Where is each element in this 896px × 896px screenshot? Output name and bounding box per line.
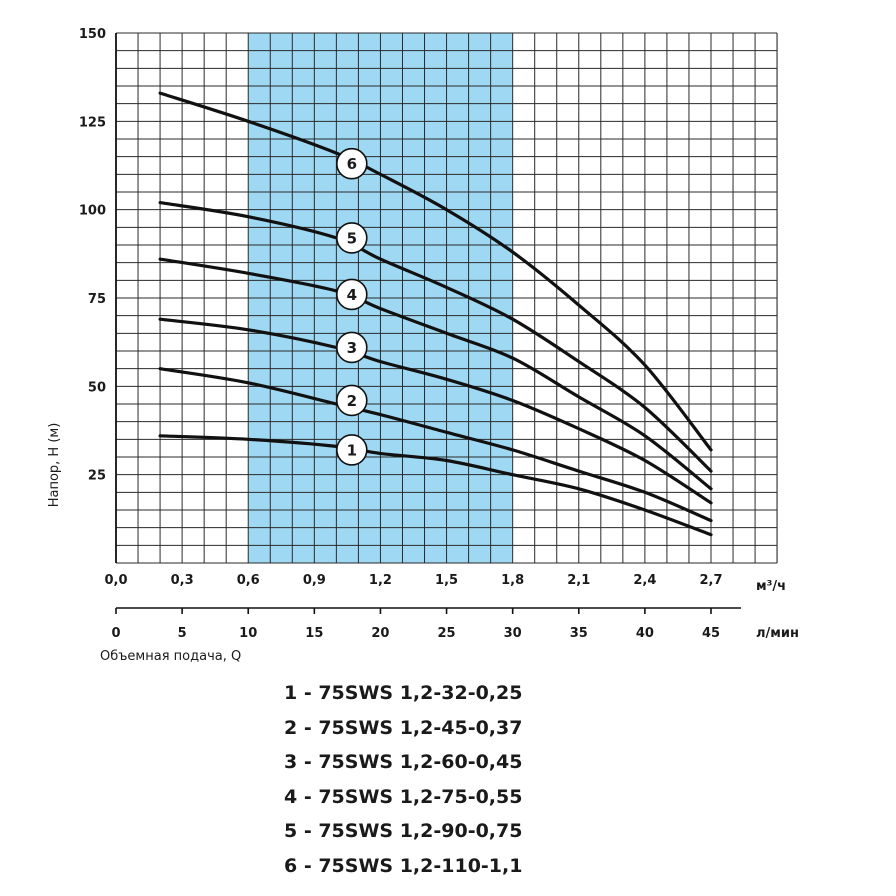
- legend-item-2: 2 - 75SWS 1,2-45-0,37: [284, 716, 523, 739]
- series-marker-5: 5: [335, 222, 368, 254]
- x-unit-m3h: м³/ч: [756, 579, 786, 594]
- y-axis-label: Напор, H (м): [47, 423, 62, 508]
- x-tick-label-m3h: 2,4: [633, 573, 656, 588]
- series-line-5: [158, 201, 713, 473]
- x-tick-label-lmin: 20: [371, 626, 389, 641]
- x-unit-lmin: л/мин: [756, 626, 799, 641]
- series-marker-label: 6: [347, 155, 357, 173]
- series-marker-circle: [335, 384, 368, 417]
- grid: [115, 32, 778, 564]
- series-marker-2: 2: [335, 384, 368, 417]
- series-lines: [158, 91, 713, 537]
- y-tick-label: 50: [88, 380, 106, 395]
- series-marker-circle: [335, 331, 368, 364]
- series-marker-1: 1: [335, 434, 368, 466]
- x-tick-label-m3h: 1,2: [369, 573, 392, 588]
- x-tick-label-m3h: 0,6: [237, 573, 260, 588]
- y-tick-labels: 25 50 75 100 125 150: [79, 27, 106, 484]
- series-marker-label: 5: [347, 229, 357, 247]
- y-tick-label: 100: [79, 204, 106, 219]
- series-marker-label: 2: [347, 392, 357, 410]
- series-marker-label: 1: [347, 441, 357, 459]
- x-axis-label: Объемная подача, Q: [100, 649, 241, 664]
- x-tick-label-m3h: 2,1: [567, 573, 590, 588]
- x-tick-label-lmin: 5: [178, 626, 187, 641]
- series-marker-3: 3: [335, 331, 368, 364]
- x-tick-label-lmin: 45: [702, 626, 720, 641]
- x-tick-label-lmin: 30: [504, 626, 522, 641]
- series-marker-circle: [335, 147, 368, 180]
- series-marker-circle: [335, 278, 368, 311]
- x-axis-lmin: 0 5 10 15 20 25 30 35 40 45: [111, 607, 741, 641]
- y-tick-label: 150: [79, 27, 106, 42]
- x-tick-label-m3h: 1,8: [501, 573, 524, 588]
- legend-item-1: 1 - 75SWS 1,2-32-0,25: [284, 682, 523, 704]
- x-tick-label-lmin: 10: [239, 626, 257, 641]
- series-line-2: [158, 367, 713, 523]
- series-line-6: [158, 91, 713, 452]
- x-tick-label-lmin: 35: [570, 626, 588, 641]
- x-tick-label-lmin: 25: [438, 626, 456, 641]
- series-line-1: [158, 434, 713, 537]
- legend: 1 - 75SWS 1,2-32-0,25 2 - 75SWS 1,2-45-0…: [284, 676, 522, 884]
- legend-item-3: 3 - 75SWS 1,2-60-0,45: [284, 751, 523, 774]
- y-tick-label: 125: [79, 115, 106, 130]
- x-tick-label-m3h: 0,9: [303, 573, 326, 588]
- series-marker-circle: [335, 434, 368, 466]
- x-tick-label-m3h: 1,5: [435, 573, 458, 588]
- x-tick-label-lmin: 40: [636, 626, 654, 641]
- legend-item-6: 6 - 75SWS 1,2-110-1,1: [284, 854, 523, 877]
- series-line-4: [158, 257, 713, 491]
- legend-item-4: 4 - 75SWS 1,2-75-0,55: [284, 785, 523, 808]
- x-axis-m3h: 0,0 0,3 0,6 0,9 1,2 1,5 1,8 2,1 2,4 2,7: [104, 573, 722, 588]
- series-marker-label: 4: [347, 286, 357, 304]
- series-markers: 1 2 3 4 5 6: [335, 147, 368, 466]
- x-tick-label-lmin: 15: [305, 626, 323, 641]
- series-marker-label: 3: [347, 339, 357, 357]
- x-tick-label-lmin: 0: [111, 626, 120, 641]
- x-tick-label-m3h: 0,3: [171, 573, 194, 588]
- x-tick-label-m3h: 2,7: [699, 573, 722, 588]
- y-tick-label: 75: [88, 292, 106, 307]
- legend-item-5: 5 - 75SWS 1,2-90-0,75: [284, 820, 523, 843]
- series-marker-6: 6: [335, 147, 368, 180]
- series-line-3: [158, 317, 713, 505]
- y-tick-label: 25: [88, 469, 106, 484]
- series-marker-4: 4: [335, 278, 368, 311]
- series-marker-circle: [335, 222, 368, 254]
- x-tick-label-m3h: 0,0: [104, 573, 127, 588]
